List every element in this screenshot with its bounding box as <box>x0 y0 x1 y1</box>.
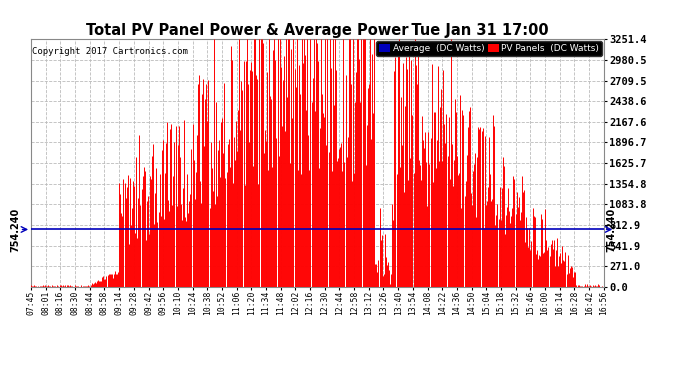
Legend: Average  (DC Watts), PV Panels  (DC Watts): Average (DC Watts), PV Panels (DC Watts) <box>376 41 602 56</box>
Title: Total PV Panel Power & Average Power Tue Jan 31 17:00: Total PV Panel Power & Average Power Tue… <box>86 23 549 38</box>
Text: 754.240: 754.240 <box>607 207 617 252</box>
Text: 754.240: 754.240 <box>10 207 20 252</box>
Text: Copyright 2017 Cartronics.com: Copyright 2017 Cartronics.com <box>32 47 188 56</box>
